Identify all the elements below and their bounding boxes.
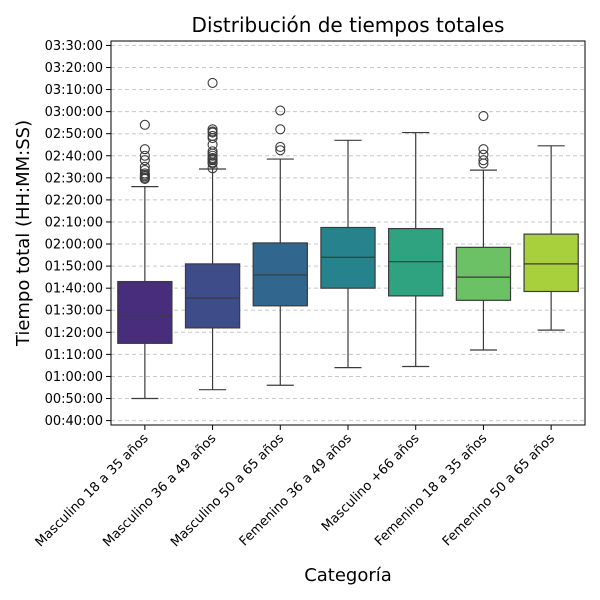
x-axis-label: Categoría xyxy=(304,565,392,586)
x-tick-label: Masculino 50 a 65 años xyxy=(168,431,287,550)
y-tick-label: 00:50:00 xyxy=(45,392,103,407)
outlier-point xyxy=(478,149,489,160)
y-tick-label: 02:20:00 xyxy=(45,193,103,208)
y-tick-label: 03:00:00 xyxy=(45,105,103,120)
y-axis-ticks: 00:40:00 00:50:00 01:00:00 01:10:00 01:20:00… xyxy=(45,39,111,429)
y-tick-label: 01:20:00 xyxy=(45,326,103,341)
y-tick-label: 01:30:00 xyxy=(45,304,103,319)
outlier-point xyxy=(139,119,150,130)
outlier-point xyxy=(275,105,286,116)
y-tick-label: 01:40:00 xyxy=(45,282,103,297)
outlier-point xyxy=(478,110,489,122)
outlier-point xyxy=(139,155,150,166)
outlier-point xyxy=(139,150,150,161)
box-group xyxy=(523,145,579,331)
y-tick-label: 03:30:00 xyxy=(45,39,103,54)
box-group xyxy=(117,119,173,400)
chart-title: Distribución de tiempos totales xyxy=(192,13,505,37)
box-group xyxy=(252,105,308,386)
iqr-box xyxy=(117,280,173,344)
y-tick-label: 02:10:00 xyxy=(45,215,103,230)
outlier-point xyxy=(478,144,489,155)
box-group xyxy=(184,77,241,391)
x-tick-label: Masculino 36 a 49 años xyxy=(100,431,219,550)
box-series xyxy=(117,77,579,400)
y-tick-label: 02:50:00 xyxy=(45,127,103,142)
x-tick-label: Femenino 18 a 35 años xyxy=(372,431,490,549)
y-tick-label: 01:00:00 xyxy=(45,370,103,385)
y-axis-label: Tiempo total (HH:MM:SS) xyxy=(13,120,34,347)
outlier-point xyxy=(207,77,218,88)
outlier-point xyxy=(275,141,286,152)
outlier-point xyxy=(139,165,150,176)
y-tick-label: 00:40:00 xyxy=(45,414,103,429)
iqr-box xyxy=(184,263,241,329)
x-tick-label: Femenino 36 a 49 años xyxy=(237,431,355,549)
y-tick-label: 02:30:00 xyxy=(45,171,103,186)
outlier-point xyxy=(139,168,150,179)
outlier-point xyxy=(478,155,489,166)
box-group xyxy=(320,139,376,369)
outlier-point xyxy=(207,146,218,157)
outlier-point xyxy=(275,145,286,156)
outlier-point xyxy=(139,144,150,155)
x-tick-label: Masculino 18 a 35 años xyxy=(33,431,152,550)
y-tick-label: 01:50:00 xyxy=(45,260,103,275)
outlier-point xyxy=(207,124,218,135)
iqr-box xyxy=(523,233,579,293)
y-tick-label: 02:00:00 xyxy=(45,238,103,253)
outlier-point xyxy=(207,130,218,141)
iqr-box xyxy=(455,246,512,301)
x-tick-label: Femenino 50 a 65 años xyxy=(440,431,558,549)
y-tick-label: 02:40:00 xyxy=(45,149,103,164)
outlier-point xyxy=(139,161,150,172)
outlier-point xyxy=(275,124,286,135)
y-tick-label: 03:20:00 xyxy=(45,61,103,76)
box-group xyxy=(455,110,512,351)
box-group xyxy=(388,131,444,368)
y-tick-label: 01:10:00 xyxy=(45,348,103,363)
y-tick-label: 03:10:00 xyxy=(45,83,103,98)
